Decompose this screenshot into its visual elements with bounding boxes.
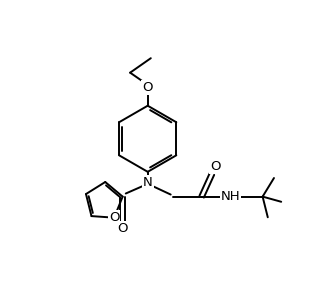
Text: NH: NH bbox=[221, 190, 241, 203]
Text: O: O bbox=[143, 81, 153, 94]
Text: N: N bbox=[143, 176, 153, 189]
Text: O: O bbox=[210, 160, 220, 173]
Text: O: O bbox=[117, 222, 128, 235]
Text: O: O bbox=[109, 211, 119, 224]
